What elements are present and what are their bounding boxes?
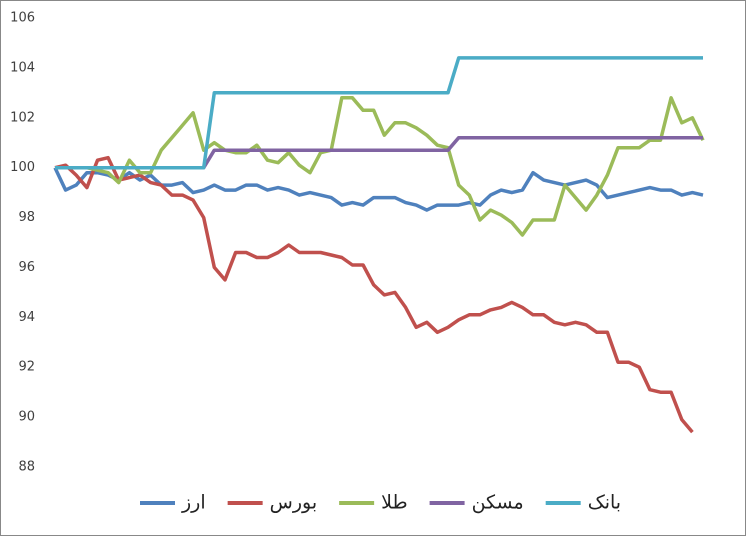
series-line [55, 96, 705, 237]
y-tick-label: 102 [10, 110, 35, 125]
y-tick-label: 106 [10, 11, 35, 26]
legend-label: بانک [588, 492, 621, 514]
y-tick-label: 100 [10, 160, 35, 175]
y-tick-label: 92 [18, 360, 35, 375]
legend: ارز بورس طلا مسکن بانک [140, 492, 621, 514]
y-tick-label: 104 [10, 60, 35, 75]
y-tick-label: 98 [18, 210, 35, 225]
y-tick-label: 88 [18, 460, 35, 475]
legend-label: طلا [381, 492, 407, 514]
series-line [54, 155, 694, 434]
y-tick-label: 94 [18, 310, 35, 325]
legend-label: ارز [181, 492, 206, 514]
legend-label: مسکن [472, 492, 524, 514]
y-tick-label: 96 [18, 260, 35, 275]
legend-label: بورس [270, 492, 317, 514]
y-tick-label: 90 [18, 410, 35, 425]
series-line [55, 56, 703, 170]
